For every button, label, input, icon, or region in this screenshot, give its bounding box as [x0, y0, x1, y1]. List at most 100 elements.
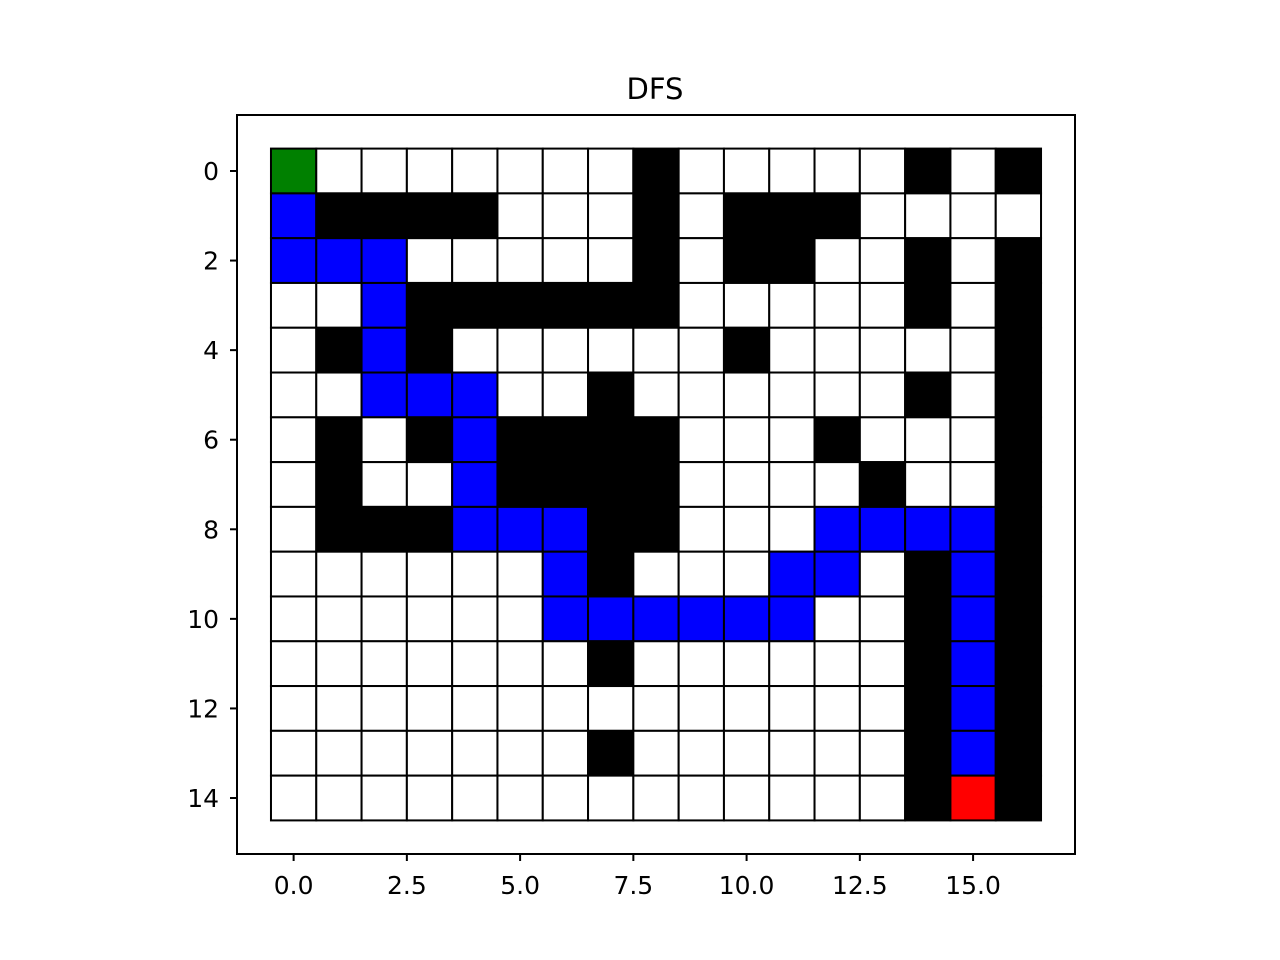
cell-path: [632, 595, 680, 643]
cell-open: [904, 416, 952, 464]
cell-open: [451, 595, 499, 643]
cell-open: [768, 505, 816, 553]
cell-open: [722, 147, 771, 195]
cell-open: [677, 461, 725, 508]
cell-open: [768, 326, 816, 374]
cell-open: [269, 774, 318, 822]
cell-open: [722, 640, 771, 688]
cell-open: [858, 192, 907, 240]
cell-path: [360, 237, 408, 284]
cell-wall: [451, 281, 499, 329]
cell-open: [858, 550, 907, 598]
cell-open: [677, 281, 725, 329]
cell-open: [405, 550, 454, 598]
cell-open: [269, 595, 318, 643]
cell-wall: [904, 685, 952, 732]
cell-open: [315, 729, 363, 777]
cell-open: [677, 640, 725, 688]
cell-wall: [632, 416, 680, 464]
cell-open: [496, 595, 544, 643]
cell-wall: [858, 461, 907, 508]
cell-open: [994, 192, 1043, 240]
y-tick-label: 12: [187, 694, 219, 723]
cell-open: [677, 550, 725, 598]
cell-wall: [587, 461, 635, 508]
cell-wall: [315, 416, 363, 464]
cell-open: [858, 595, 907, 643]
cell-wall: [994, 505, 1043, 553]
y-tick-label: 0: [203, 157, 219, 186]
cell-open: [360, 550, 408, 598]
cell-wall: [994, 729, 1043, 777]
cell-path: [768, 595, 816, 643]
cell-open: [722, 416, 771, 464]
cell-open: [360, 685, 408, 732]
y-tick-label: 6: [203, 426, 219, 455]
cell-wall: [994, 371, 1043, 419]
cell-path: [722, 595, 771, 643]
y-axis-ticks: 0 2 4 6 8 10 12 14: [187, 157, 237, 813]
cell-open: [722, 774, 771, 822]
cell-wall: [451, 192, 499, 240]
cell-wall: [587, 550, 635, 598]
cell-open: [496, 685, 544, 732]
cell-wall: [904, 550, 952, 598]
cell-path: [949, 640, 997, 688]
cell-open: [587, 774, 635, 822]
cell-wall: [405, 281, 454, 329]
x-tick-label: 0.0: [274, 871, 314, 900]
cell-open: [677, 371, 725, 419]
cell-path: [949, 685, 997, 732]
x-tick-label: 5.0: [500, 871, 540, 900]
cell-open: [405, 237, 454, 284]
cell-wall: [904, 640, 952, 688]
cell-wall: [994, 550, 1043, 598]
cell-open: [677, 326, 725, 374]
cell-open: [451, 147, 499, 195]
cell-wall: [632, 192, 680, 240]
cell-open: [858, 640, 907, 688]
cell-open: [496, 237, 544, 284]
cell-open: [768, 416, 816, 464]
cell-path: [541, 505, 590, 553]
cell-open: [813, 461, 861, 508]
chart-title: DFS: [627, 72, 684, 106]
cell-wall: [722, 326, 771, 374]
cell-open: [813, 595, 861, 643]
cell-path: [858, 505, 907, 553]
cell-open: [768, 729, 816, 777]
cell-wall: [904, 147, 952, 195]
x-tick-label: 7.5: [613, 871, 653, 900]
cell-open: [722, 729, 771, 777]
cell-open: [858, 326, 907, 374]
cell-open: [541, 774, 590, 822]
cell-path: [269, 192, 318, 240]
cell-wall: [587, 416, 635, 464]
cell-open: [541, 685, 590, 732]
cell-open: [677, 192, 725, 240]
cell-wall: [768, 237, 816, 284]
cell-open: [904, 461, 952, 508]
cell-open: [541, 192, 590, 240]
cell-wall: [813, 416, 861, 464]
cell-open: [269, 461, 318, 508]
cell-open: [315, 281, 363, 329]
cell-open: [587, 326, 635, 374]
cell-open: [677, 774, 725, 822]
cell-wall: [994, 237, 1043, 284]
cell-wall: [994, 595, 1043, 643]
cell-wall: [541, 281, 590, 329]
cell-open: [949, 461, 997, 508]
cell-open: [405, 595, 454, 643]
cell-wall: [632, 147, 680, 195]
cell-open: [813, 729, 861, 777]
cell-open: [632, 729, 680, 777]
cell-open: [360, 416, 408, 464]
cell-open: [541, 729, 590, 777]
cell-open: [677, 237, 725, 284]
cell-open: [949, 416, 997, 464]
cell-open: [360, 729, 408, 777]
cell-open: [496, 774, 544, 822]
cell-wall: [315, 505, 363, 553]
cell-wall: [405, 505, 454, 553]
